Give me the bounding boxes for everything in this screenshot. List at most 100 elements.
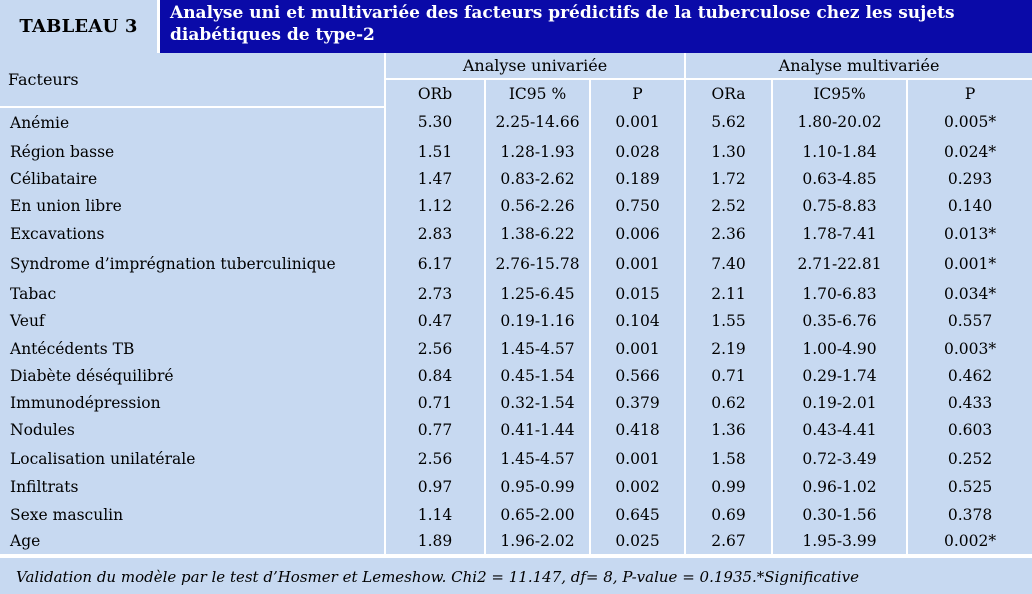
ic95-multi-value: 0.63-4.85 bbox=[771, 166, 908, 192]
p-uni-value: 0.002 bbox=[588, 473, 686, 501]
p-multi-value: 0.140 bbox=[906, 192, 1032, 220]
p-multi-value: 0.433 bbox=[906, 389, 1032, 416]
p-uni-value: 0.025 bbox=[588, 528, 686, 554]
ic95-multi-value: 1.70-6.83 bbox=[771, 280, 908, 307]
ic95-multi-value: 0.75-8.83 bbox=[771, 192, 908, 220]
ora-value: 1.72 bbox=[684, 166, 773, 192]
p-uni-value: 0.001 bbox=[588, 247, 686, 280]
table-row: Localisation unilatérale 2.56 1.45-4.57 0.0… bbox=[0, 444, 1032, 473]
factor-name: Diabète déséquilibré bbox=[10, 366, 174, 385]
ic95-multi-value: 1.10-1.84 bbox=[771, 137, 908, 166]
p-uni-value: 0.750 bbox=[588, 192, 686, 220]
ic95-uni-value: 0.41-1.44 bbox=[484, 416, 590, 444]
p-uni-value: 0.189 bbox=[588, 166, 686, 192]
ic95-uni-value: 0.95-0.99 bbox=[484, 473, 590, 501]
column-header-ora: ORa bbox=[684, 79, 773, 107]
p-uni-value: 0.566 bbox=[588, 362, 686, 389]
table-row: Excavations 2.83 1.38-6.22 0.006 2.36 1.78-7.… bbox=[0, 220, 1032, 247]
table-body: Anémie 5.30 2.25-14.66 0.001 5.62 1.80-20.02 0… bbox=[0, 107, 1032, 554]
ora-value: 1.36 bbox=[684, 416, 773, 444]
column-header-ic95-multi: IC95% bbox=[771, 79, 908, 107]
table-row: Infiltrats 0.97 0.95-0.99 0.002 0.99 0.96-1.0… bbox=[0, 473, 1032, 501]
ora-value: 1.55 bbox=[684, 307, 773, 335]
orb-value: 1.47 bbox=[384, 166, 485, 192]
p-multi-value: 0.002* bbox=[906, 528, 1032, 554]
p-uni-value: 0.001 bbox=[588, 444, 686, 473]
ora-value: 2.19 bbox=[684, 335, 773, 362]
orb-value: 6.17 bbox=[384, 247, 485, 280]
ic95-uni-value: 1.25-6.45 bbox=[484, 280, 590, 307]
orb-value: 1.14 bbox=[384, 501, 485, 528]
table-row: Antécédents TB 2.56 1.45-4.57 0.001 2.19 1.00… bbox=[0, 335, 1032, 362]
table-row: Célibataire 1.47 0.83-2.62 0.189 1.72 0.63-4.… bbox=[0, 166, 1032, 192]
table-number-label: TABLEAU 3 bbox=[0, 0, 160, 53]
p-uni-value: 0.379 bbox=[588, 389, 686, 416]
p-multi-value: 0.024* bbox=[906, 137, 1032, 166]
factor-name: Tabac bbox=[10, 284, 57, 303]
ic95-uni-value: 2.76-15.78 bbox=[484, 247, 590, 280]
factor-name: Sexe masculin bbox=[10, 505, 124, 524]
ic95-multi-value: 1.00-4.90 bbox=[771, 335, 908, 362]
column-header-p-uni: P bbox=[588, 79, 686, 107]
table-row: Diabète déséquilibré 0.84 0.45-1.54 0.566 0.… bbox=[0, 362, 1032, 389]
table-row: Sexe masculin 1.14 0.65-2.00 0.645 0.69 0.30-… bbox=[0, 501, 1032, 528]
ic95-multi-value: 2.71-22.81 bbox=[771, 247, 908, 280]
p-multi-value: 0.462 bbox=[906, 362, 1032, 389]
header-row-groups: Facteurs Analyse univariée Analyse multi… bbox=[0, 53, 1032, 108]
title-bar: TABLEAU 3 Analyse uni et multivariée des… bbox=[0, 0, 1032, 53]
ic95-multi-value: 0.30-1.56 bbox=[771, 501, 908, 528]
factor-name: Anémie bbox=[10, 113, 70, 132]
header-row-columns: ORb IC95 % P ORa IC95% P bbox=[0, 79, 1032, 107]
ora-value: 1.58 bbox=[684, 444, 773, 473]
factor-name: Localisation unilatérale bbox=[10, 449, 196, 468]
p-multi-value: 0.603 bbox=[906, 416, 1032, 444]
column-header-p-multi: P bbox=[906, 79, 1032, 107]
ora-value: 2.11 bbox=[684, 280, 773, 307]
p-uni-value: 0.006 bbox=[588, 220, 686, 247]
ic95-uni-value: 1.45-4.57 bbox=[484, 444, 590, 473]
factor-name: Région basse bbox=[10, 142, 115, 161]
ic95-uni-value: 2.25-14.66 bbox=[484, 107, 590, 137]
p-uni-value: 0.645 bbox=[588, 501, 686, 528]
results-table: Facteurs Analyse univariée Analyse multi… bbox=[0, 53, 1032, 554]
p-uni-value: 0.104 bbox=[588, 307, 686, 335]
factor-name: En union libre bbox=[10, 197, 122, 215]
p-uni-value: 0.015 bbox=[588, 280, 686, 307]
table-row: Anémie 5.30 2.25-14.66 0.001 5.62 1.80-20.02 0… bbox=[0, 107, 1032, 137]
orb-value: 1.51 bbox=[384, 137, 485, 166]
orb-value: 2.56 bbox=[384, 335, 485, 362]
factor-name: Infiltrats bbox=[10, 478, 79, 496]
table-title: Analyse uni et multivariée des facteurs … bbox=[170, 3, 955, 45]
factor-name: Age bbox=[10, 532, 41, 550]
factor-name: Syndrome d’imprégnation tuberculinique bbox=[10, 254, 336, 273]
ic95-multi-value: 0.43-4.41 bbox=[771, 416, 908, 444]
factor-name: Excavations bbox=[10, 224, 105, 243]
ora-value: 0.99 bbox=[684, 473, 773, 501]
ic95-uni-value: 1.28-1.93 bbox=[484, 137, 590, 166]
ic95-uni-value: 0.56-2.26 bbox=[484, 192, 590, 220]
p-multi-value: 0.525 bbox=[906, 473, 1032, 501]
ic95-multi-value: 0.19-2.01 bbox=[771, 389, 908, 416]
ora-value: 2.36 bbox=[684, 220, 773, 247]
ic95-multi-value: 0.96-1.02 bbox=[771, 473, 908, 501]
table-row: Région basse 1.51 1.28-1.93 0.028 1.30 1.10-1… bbox=[0, 137, 1032, 166]
ic95-multi-value: 0.72-3.49 bbox=[771, 444, 908, 473]
ic95-uni-value: 0.83-2.62 bbox=[484, 166, 590, 192]
p-multi-value: 0.557 bbox=[906, 307, 1032, 335]
ic95-multi-value: 0.35-6.76 bbox=[771, 307, 908, 335]
ic95-uni-value: 1.38-6.22 bbox=[484, 220, 590, 247]
p-multi-value: 0.378 bbox=[906, 501, 1032, 528]
ora-value: 1.30 bbox=[684, 137, 773, 166]
ora-value: 2.52 bbox=[684, 192, 773, 220]
ora-value: 2.67 bbox=[684, 528, 773, 554]
factor-name: Veuf bbox=[10, 312, 45, 330]
ora-value: 5.62 bbox=[684, 107, 773, 137]
p-uni-value: 0.001 bbox=[588, 107, 686, 137]
p-multi-value: 0.005* bbox=[906, 107, 1032, 137]
orb-value: 0.97 bbox=[384, 473, 485, 501]
factor-name: Célibataire bbox=[10, 170, 98, 188]
ora-value: 0.69 bbox=[684, 501, 773, 528]
p-multi-value: 0.003* bbox=[906, 335, 1032, 362]
orb-value: 0.71 bbox=[384, 389, 485, 416]
orb-value: 2.56 bbox=[384, 444, 485, 473]
